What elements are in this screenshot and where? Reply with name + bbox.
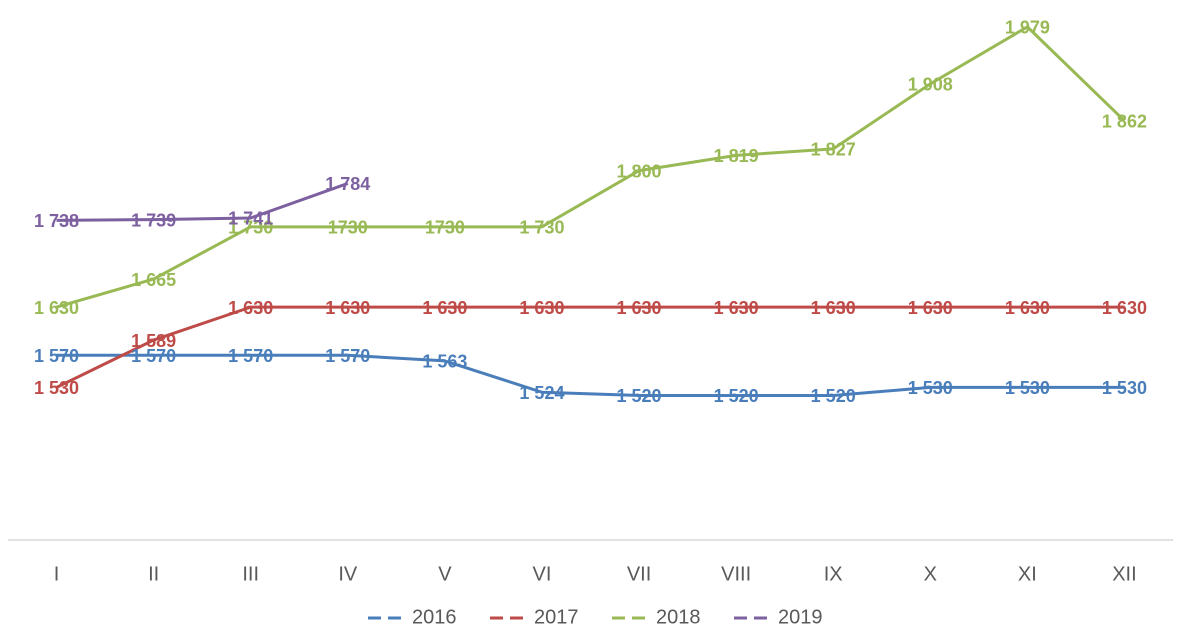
data-label: 1 530 [908, 378, 953, 398]
data-label: 1 530 [1005, 378, 1050, 398]
data-label: 1730 [425, 218, 465, 238]
data-label: 1 630 [325, 298, 370, 318]
data-label: 1 570 [325, 346, 370, 366]
data-label: 1 630 [811, 298, 856, 318]
data-label: 1 630 [1102, 298, 1147, 318]
data-label: 1 570 [131, 346, 176, 366]
x-tick-label: X [924, 563, 937, 585]
data-label: 1 630 [908, 298, 953, 318]
legend-label: 2016 [412, 606, 457, 627]
x-tick-label: VII [627, 563, 651, 585]
data-label: 1 827 [811, 140, 856, 160]
data-label: 1 530 [1102, 378, 1147, 398]
data-label: 1 520 [617, 386, 662, 406]
data-label: 1 520 [811, 386, 856, 406]
series-line [55, 305, 1125, 389]
data-label: 1 630 [617, 298, 662, 318]
data-label: 1 630 [228, 298, 273, 318]
x-tick-label: III [242, 563, 259, 585]
x-tick-label: II [148, 563, 159, 585]
data-label: 1 738 [34, 211, 79, 231]
series-line [56, 182, 349, 222]
x-tick-label: V [438, 563, 452, 585]
data-label: 1 739 [131, 210, 176, 230]
data-label: 1 524 [519, 383, 564, 403]
data-label: 1 862 [1102, 112, 1147, 132]
data-label: 1 741 [228, 209, 273, 229]
x-tick-label: XI [1018, 563, 1037, 585]
data-label: 1 563 [422, 352, 467, 372]
legend-label: 2019 [778, 606, 823, 627]
data-label: 1 730 [228, 218, 273, 238]
data-label: 1 630 [1005, 298, 1050, 318]
data-label: 1 530 [34, 378, 79, 398]
data-label: 1 630 [34, 298, 79, 318]
data-label: 1 570 [34, 346, 79, 366]
data-label: 1 730 [519, 218, 564, 238]
x-tick-label: VI [533, 563, 552, 585]
x-tick-label: IX [824, 563, 843, 585]
data-label: 1 665 [131, 270, 176, 290]
data-label: 1 819 [714, 146, 759, 166]
legend-label: 2017 [534, 606, 579, 627]
data-label: 1 908 [908, 75, 953, 95]
legend-label: 2018 [656, 606, 701, 627]
series-line [56, 353, 1125, 397]
data-label: 1730 [328, 218, 368, 238]
data-label: 1 800 [617, 161, 662, 181]
x-tick-label: IV [338, 563, 358, 585]
x-tick-label: XII [1112, 563, 1136, 585]
data-label: 1 630 [519, 298, 564, 318]
data-label: 1 570 [228, 346, 273, 366]
data-label: 1 520 [714, 386, 759, 406]
x-tick-label: VIII [721, 563, 751, 585]
series-line [56, 25, 1126, 309]
data-label: 1 979 [1005, 18, 1050, 38]
data-label: 1 784 [325, 174, 370, 194]
data-label: 1 589 [131, 331, 176, 351]
data-label: 1 630 [422, 298, 467, 318]
x-tick-label: I [54, 563, 60, 585]
data-label: 1 630 [714, 298, 759, 318]
